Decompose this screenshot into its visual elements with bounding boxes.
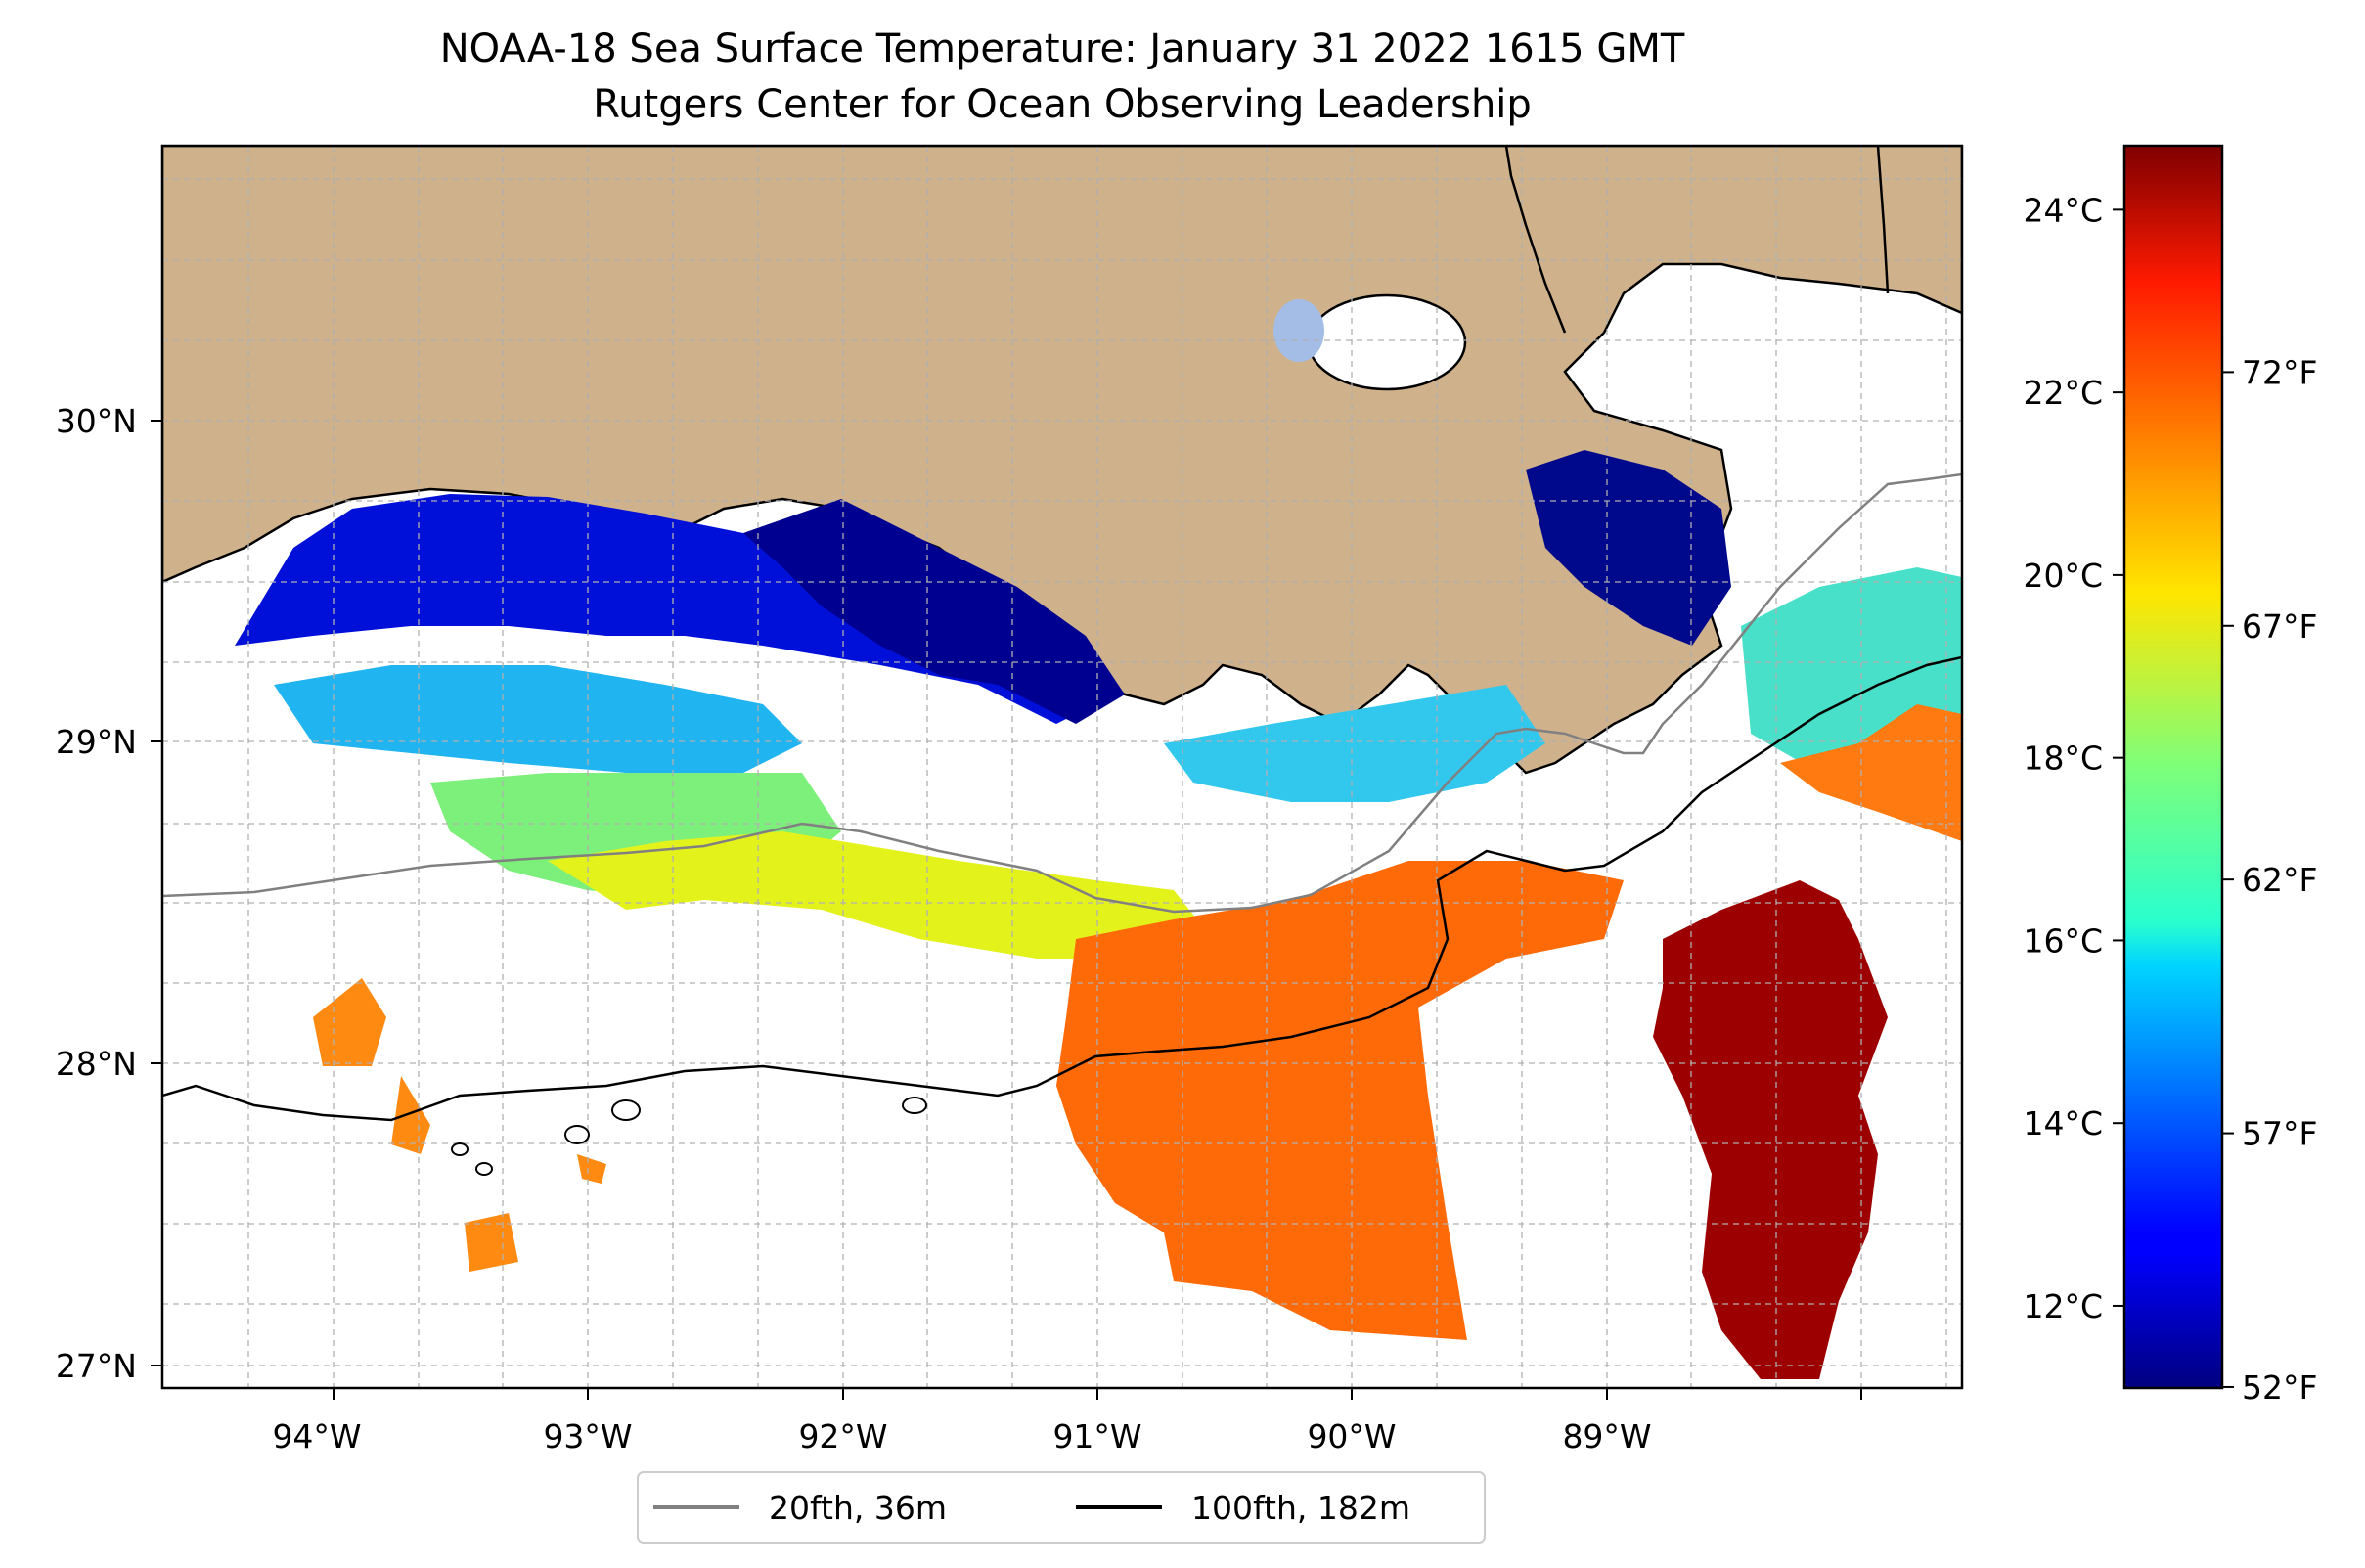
sst-orange-center	[1056, 861, 1624, 1340]
map-frame	[160, 144, 1964, 1390]
lat-tick-label: 30°N	[56, 402, 137, 440]
lake-maurepas	[1273, 299, 1324, 362]
sst-yellow-band	[548, 831, 1213, 959]
fahrenheit-tick-label: 52°F	[2242, 1368, 2317, 1407]
colorbar-gradient	[2122, 144, 2224, 1390]
celsius-tick-label: 18°C	[2023, 739, 2103, 778]
state-border	[1504, 146, 1890, 334]
isobath-20fth-line	[162, 472, 1962, 914]
isobath-100fth-line	[162, 655, 1962, 1122]
celsius-tick-label: 24°C	[2023, 191, 2103, 229]
lat-tick-label: 29°N	[56, 723, 137, 761]
legend-label-100fth: 100fth, 182m	[1191, 1489, 1410, 1527]
sst-field	[235, 450, 1962, 1379]
title-line-2: Rutgers Center for Ocean Observing Leade…	[593, 82, 1532, 127]
sst-cyan-center	[1164, 685, 1545, 802]
fahrenheit-tick-label: 57°F	[2242, 1115, 2317, 1153]
lake-pontchartrain	[1307, 293, 1467, 391]
celsius-tick-label: 16°C	[2023, 921, 2103, 960]
legend-label-20fth: 20fth, 36m	[769, 1489, 947, 1527]
celsius-tick-label: 12°C	[2023, 1287, 2103, 1325]
lon-tick-label: 94°W	[272, 1417, 361, 1456]
legend-box	[637, 1471, 1486, 1544]
celsius-tick-label: 20°C	[2023, 557, 2103, 595]
legend: 20fth, 36m 100fth, 182m	[637, 1471, 1486, 1544]
sst-very-cold-delta	[1526, 450, 1731, 646]
lat-axis: 30°N 29°N 28°N 27°N	[56, 402, 162, 1385]
lon-tick-label: 90°W	[1307, 1417, 1396, 1456]
lon-tick-label: 89°W	[1562, 1417, 1651, 1456]
sst-hot-loop-current	[1653, 880, 1888, 1379]
sst-cold-shelf	[235, 494, 1095, 724]
lat-tick-label: 27°N	[56, 1347, 137, 1385]
celsius-tick-label: 22°C	[2023, 374, 2103, 412]
lat-tick-label: 28°N	[56, 1045, 137, 1083]
fahrenheit-tick-label: 72°F	[2242, 353, 2317, 391]
isobath-seamounts	[451, 1097, 927, 1176]
celsius-tick-label: 14°C	[2023, 1104, 2103, 1142]
fahrenheit-tick-label: 62°F	[2242, 861, 2317, 899]
lon-tick-label: 91°W	[1052, 1417, 1141, 1456]
map-panel	[162, 146, 1962, 1388]
fahrenheit-ticks: 52°F 57°F 62°F 67°F 72°F	[2222, 353, 2317, 1407]
lon-tick-label: 92°W	[798, 1417, 887, 1456]
colorbar: 12°C 14°C 16°C 18°C 20°C 22°C 24°C 52°F 57°F 62°…	[2023, 144, 2317, 1407]
celsius-ticks: 12°C 14°C 16°C 18°C 20°C 22°C 24°C	[2023, 191, 2124, 1325]
fahrenheit-tick-label: 67°F	[2242, 607, 2317, 646]
sst-very-cold-bays	[743, 499, 1125, 724]
sst-cyan-band	[274, 665, 802, 773]
title-line-1: NOAA-18 Sea Surface Temperature: January…	[440, 26, 1685, 71]
lon-tick-label: 93°W	[543, 1417, 632, 1456]
sst-warm-patches-west	[313, 978, 606, 1272]
sst-orange-east	[1780, 704, 1962, 841]
lon-axis: 94°W 93°W 92°W 91°W 90°W 89°W	[272, 1388, 1862, 1456]
